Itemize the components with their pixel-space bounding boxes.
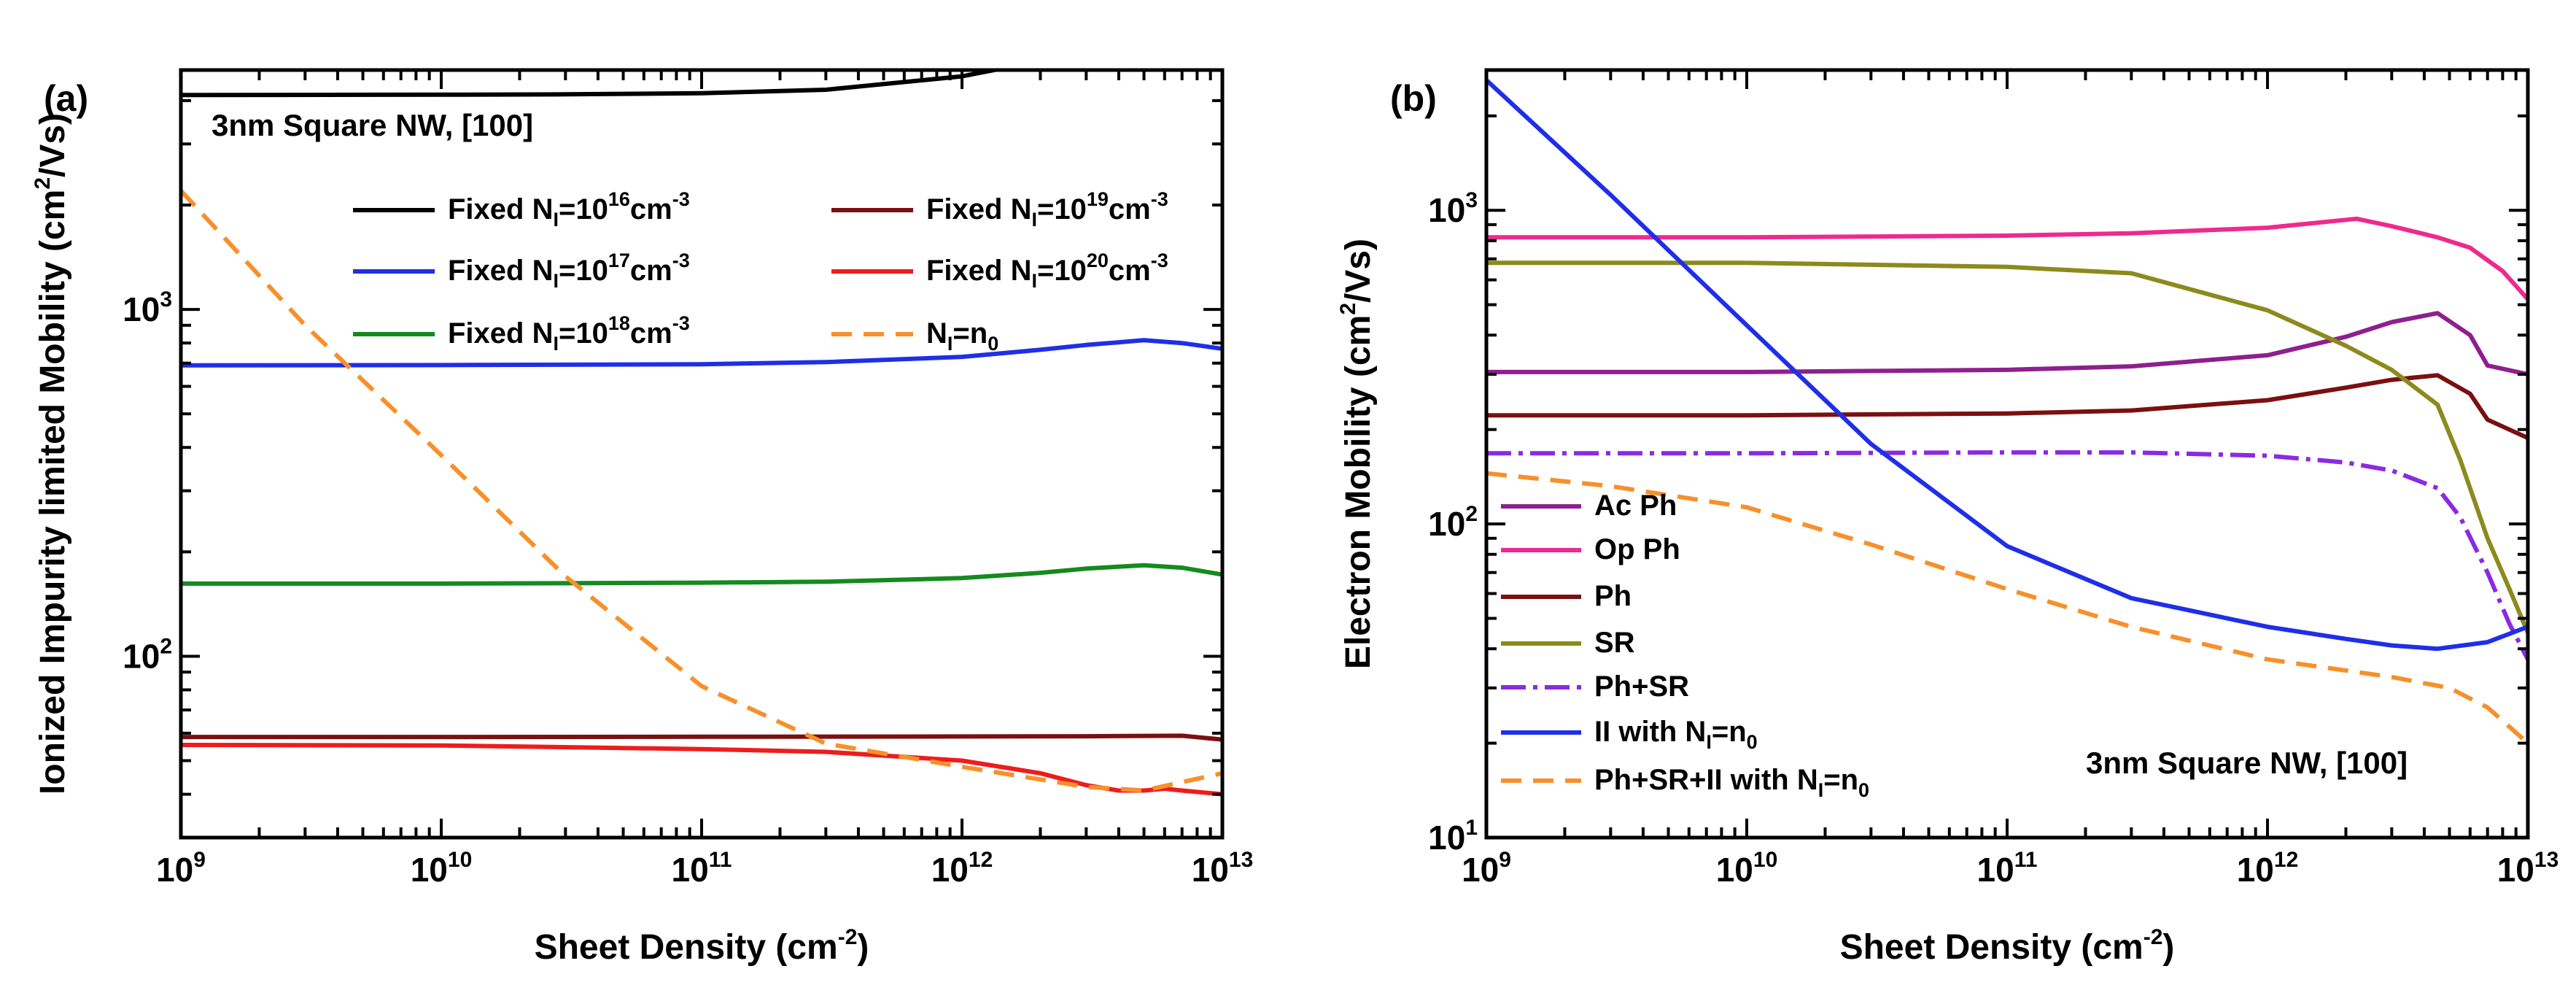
panel-b: 109 1010 1011 1012 1013 101 102 103 Sheet Densit… (1336, 68, 2559, 967)
legend-label: Ac Ph (1594, 490, 1677, 522)
axis-ticks (1485, 70, 2529, 839)
legend: Ac Ph Op Ph Ph SR Ph+SR II with NI=n0 Ph+SR+II… (1501, 490, 1869, 801)
legend-label: Fixed NI=1020cm-3 (926, 250, 1168, 292)
legend-label: Fixed NI=1018cm-3 (448, 312, 690, 355)
legend-label: Ph (1594, 580, 1632, 612)
panel-a: 109 1010 1011 1012 1013 102 103 Sheet Density (… (31, 68, 1254, 967)
axis-ticks (179, 70, 1224, 839)
legend-label: Op Ph (1594, 533, 1680, 565)
series-line-5 (1486, 450, 2528, 661)
plot-area (181, 70, 1222, 797)
series-line-6 (181, 189, 1222, 793)
x-tick-label: 109 (156, 848, 206, 889)
x-tick-label: 1010 (1716, 848, 1778, 889)
plot-frame (179, 68, 1225, 840)
series-line-2 (1486, 216, 2528, 301)
series-line-6 (1486, 78, 2528, 652)
legend-label: Fixed NI=1016cm-3 (448, 188, 690, 231)
panel-label: (a) (44, 78, 88, 119)
legend-label: NI=n0 (926, 317, 998, 355)
y-axis-title: Ionized Impurity limited Mobility (cm2/V… (31, 113, 72, 795)
x-tick-label: 1013 (2497, 848, 2559, 889)
legend: Fixed NI=1016cm-3 Fixed NI=1017cm-3 Fixed … (353, 188, 1168, 355)
x-tick-label: 1011 (672, 848, 732, 889)
series-line-5 (181, 743, 1222, 797)
x-tick-label: 109 (1462, 848, 1511, 889)
x-axis-title: Sheet Density (cm-2) (1840, 925, 2175, 967)
legend-label: Ph+SR+II with NI=n0 (1594, 764, 1869, 801)
series-line-4 (181, 733, 1222, 742)
legend-label: SR (1594, 627, 1635, 659)
chart-annotation: 3nm Square NW, [100] (212, 108, 533, 142)
x-tick-label: 1013 (1192, 848, 1254, 889)
series-line-4 (1486, 260, 2528, 634)
series-line-2 (181, 338, 1222, 368)
panel-label: (b) (1390, 78, 1437, 119)
y-tick-label: 102 (123, 634, 172, 675)
legend-label: II with NI=n0 (1594, 716, 1758, 753)
y-tick-label: 103 (123, 287, 172, 328)
series-line-7 (1486, 471, 2528, 745)
y-tick-label: 103 (1428, 188, 1478, 229)
x-tick-label: 1011 (1977, 848, 2038, 889)
series-line-3 (181, 563, 1222, 586)
chart-annotation: 3nm Square NW, [100] (2086, 746, 2408, 780)
x-tick-label: 1012 (2237, 848, 2299, 889)
x-tick-label: 1010 (411, 848, 473, 889)
x-axis-title: Sheet Density (cm-2) (535, 925, 869, 967)
x-tick-label: 1012 (931, 848, 993, 889)
series-line-3 (1486, 373, 2528, 441)
series-line-1 (1486, 311, 2528, 376)
legend-label: Ph+SR (1594, 671, 1689, 703)
y-axis-title: Electron Mobility (cm2/Vs) (1336, 239, 1378, 669)
plot-area (1486, 78, 2528, 745)
legend-label: Fixed NI=1019cm-3 (926, 188, 1168, 231)
legend-label: Fixed NI=1017cm-3 (448, 250, 690, 292)
y-tick-label: 101 (1428, 816, 1478, 857)
y-tick-label: 102 (1428, 502, 1478, 543)
